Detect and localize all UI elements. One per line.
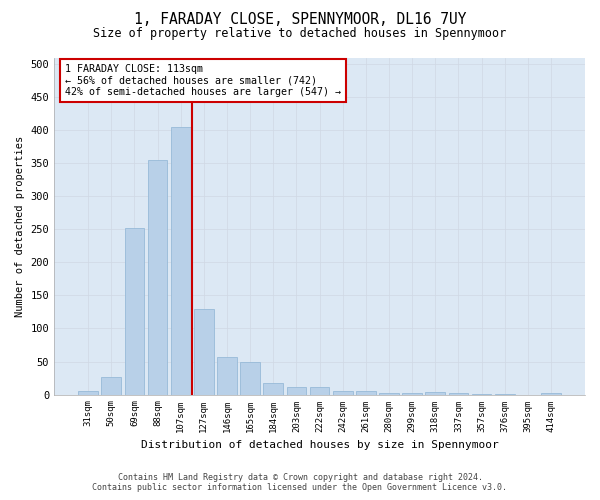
Bar <box>287 386 306 394</box>
Text: Size of property relative to detached houses in Spennymoor: Size of property relative to detached ho… <box>94 28 506 40</box>
Bar <box>403 392 422 394</box>
Bar <box>171 127 191 394</box>
Bar <box>379 392 399 394</box>
Bar <box>449 393 468 394</box>
Bar <box>194 308 214 394</box>
Bar <box>101 378 121 394</box>
Bar <box>310 386 329 394</box>
Bar <box>541 393 561 394</box>
Bar <box>356 392 376 394</box>
Bar <box>241 362 260 394</box>
Bar <box>425 392 445 394</box>
Bar <box>78 392 98 394</box>
Bar <box>333 392 353 394</box>
Bar <box>217 357 237 395</box>
Y-axis label: Number of detached properties: Number of detached properties <box>15 136 25 316</box>
Text: 1 FARADAY CLOSE: 113sqm
← 56% of detached houses are smaller (742)
42% of semi-d: 1 FARADAY CLOSE: 113sqm ← 56% of detache… <box>65 64 341 98</box>
Bar <box>148 160 167 394</box>
Text: 1, FARADAY CLOSE, SPENNYMOOR, DL16 7UY: 1, FARADAY CLOSE, SPENNYMOOR, DL16 7UY <box>134 12 466 28</box>
Text: Contains HM Land Registry data © Crown copyright and database right 2024.
Contai: Contains HM Land Registry data © Crown c… <box>92 473 508 492</box>
Bar <box>125 228 144 394</box>
X-axis label: Distribution of detached houses by size in Spennymoor: Distribution of detached houses by size … <box>141 440 499 450</box>
Bar <box>263 382 283 394</box>
